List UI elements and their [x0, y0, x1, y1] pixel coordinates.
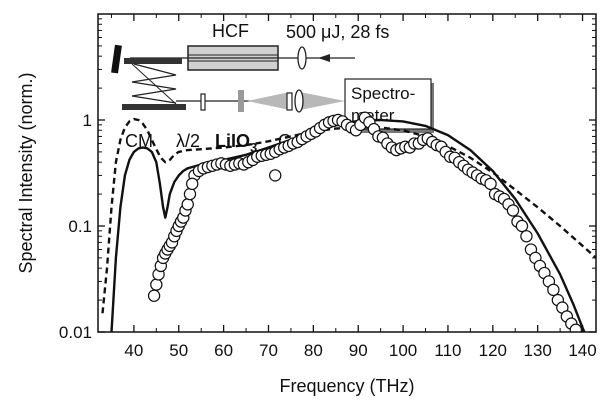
y-tick-label-1: 1 — [83, 111, 92, 130]
fold-mirror — [111, 44, 122, 74]
y-axis-title: Spectral Intensity (norm.) — [16, 72, 36, 273]
crystal-label: LiIO3 — [215, 131, 257, 155]
x-tick-label-110: 110 — [434, 341, 461, 360]
halfwave-label: λ/2 — [176, 131, 200, 151]
data-point — [484, 177, 497, 191]
x-tick-label-130: 130 — [523, 341, 551, 360]
x-tick-label-60: 60 — [214, 341, 233, 360]
data-point — [183, 187, 197, 201]
input-lens — [297, 46, 307, 70]
data-point — [147, 289, 161, 302]
crystal-subscript: 3 — [250, 140, 257, 155]
spectrometer-label-line1: Spectro- — [351, 84, 415, 103]
data-point — [150, 278, 163, 291]
plot-frame — [97, 13, 597, 333]
pulse-label: 500 μJ, 28 fs — [286, 22, 389, 42]
beam-arrow-icon — [318, 54, 330, 62]
solid-curve — [110, 118, 586, 332]
bounce-return — [131, 63, 177, 105]
x-tick-label-70: 70 — [259, 341, 278, 360]
output-beam-cone — [300, 92, 345, 110]
ticks-layer: 40 50 60 70 80 90 100 110 120 130 140 1 0.1 0.01 — [59, 14, 597, 360]
data-point — [569, 323, 583, 332]
idler-beam-cone — [247, 92, 290, 110]
half-wave-plate — [200, 93, 206, 111]
data-point — [506, 204, 520, 217]
chirped-mirror-bounces — [131, 63, 177, 104]
data-point — [547, 283, 560, 297]
cm-label: CM — [125, 131, 153, 151]
data-point — [186, 177, 199, 191]
output-lens — [294, 89, 304, 113]
series-layer — [101, 111, 596, 332]
y-tick-label-0.01: 0.01 — [59, 323, 92, 342]
chirped-mirror-top — [124, 58, 182, 64]
hcf-label: HCF — [212, 21, 249, 41]
x-tick-label-100: 100 — [389, 341, 417, 360]
chirped-mirror-bottom — [122, 104, 186, 110]
measured-points — [147, 111, 583, 332]
data-point — [520, 230, 533, 243]
liio3-crystal — [238, 90, 244, 112]
data-point — [269, 169, 282, 182]
x-tick-label-120: 120 — [479, 341, 507, 360]
x-tick-label-40: 40 — [124, 341, 143, 360]
y-tick-label-0.1: 0.1 — [68, 217, 92, 236]
setup-schematic: Spectro- meter HCF 500 μJ, 28 fs CM λ/2 … — [111, 21, 434, 155]
x-tick-label-140: 140 — [568, 341, 596, 360]
x-tick-label-90: 90 — [349, 341, 368, 360]
x-axis-title: Frequency (THz) — [279, 376, 414, 396]
x-tick-label-50: 50 — [169, 341, 188, 360]
data-point — [515, 219, 529, 233]
x-tick-label-80: 80 — [304, 341, 323, 360]
ge-filter — [286, 92, 293, 111]
data-point — [181, 198, 194, 211]
